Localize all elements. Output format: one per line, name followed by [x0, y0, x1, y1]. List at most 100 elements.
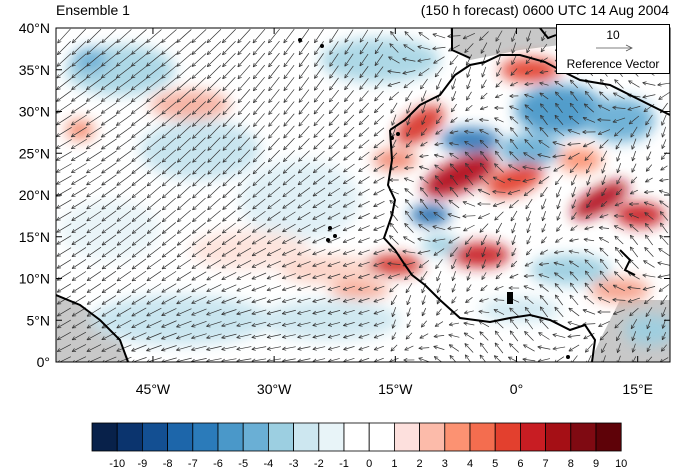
wind-vector — [464, 174, 474, 186]
wind-vector — [268, 101, 280, 115]
colorbar-label: 6 — [517, 458, 523, 470]
wind-vector — [131, 41, 147, 55]
wind-vector — [207, 125, 221, 139]
wind-vector — [192, 210, 206, 222]
wind-vector — [359, 41, 369, 55]
colorbar-swatch — [520, 422, 547, 452]
wind-vector — [359, 78, 369, 90]
wind-vector — [494, 163, 504, 173]
wind-vector — [237, 52, 251, 68]
wind-vector — [421, 90, 427, 102]
wind-vector — [390, 102, 398, 114]
wind-vector — [298, 65, 310, 79]
wind-vector — [71, 175, 87, 185]
wind-vector — [252, 161, 266, 175]
wind-vector — [253, 113, 265, 127]
wind-vector — [131, 162, 147, 175]
wind-vector — [313, 126, 325, 138]
wind-vector — [388, 56, 400, 64]
wind-vector — [85, 102, 102, 114]
wind-vector — [191, 29, 207, 43]
colorbar-swatch — [545, 422, 572, 452]
wind-vector — [494, 105, 504, 111]
wind-vector — [358, 164, 370, 173]
wind-vector — [116, 29, 132, 43]
wind-vector — [237, 137, 251, 151]
wind-vector — [161, 137, 177, 151]
wind-vector — [101, 150, 117, 162]
wind-vector — [57, 28, 71, 44]
wind-vector — [56, 151, 72, 161]
wind-vector — [417, 45, 431, 50]
colorbar-swatch — [293, 422, 320, 452]
wind-vector — [222, 28, 236, 44]
wind-vector — [525, 126, 533, 138]
wind-vector — [420, 78, 428, 90]
wind-vector — [192, 185, 206, 199]
wind-vector — [222, 149, 236, 163]
wind-vector — [465, 162, 473, 174]
wind-vector — [567, 142, 581, 147]
wind-vector — [464, 43, 474, 53]
wind-vector — [192, 173, 206, 187]
wind-vector — [435, 186, 443, 198]
wind-vector — [628, 80, 640, 88]
wind-vector — [131, 150, 147, 163]
wind-vector — [642, 94, 656, 99]
wind-vector — [297, 187, 311, 197]
wind-vector — [131, 198, 147, 210]
wind-vector — [161, 113, 177, 127]
wind-vector — [344, 29, 354, 43]
wind-vector — [479, 129, 489, 135]
wind-vector — [253, 125, 265, 139]
wind-vector — [116, 162, 132, 174]
wind-vector — [207, 89, 221, 103]
wind-vector — [434, 164, 444, 172]
wind-vector — [435, 129, 443, 135]
wind-vector — [207, 77, 221, 91]
wind-vector — [586, 187, 592, 197]
wind-vector — [568, 115, 580, 125]
wind-vector — [343, 139, 355, 149]
wind-vector — [176, 53, 192, 67]
wind-vector — [192, 149, 206, 163]
wind-vector — [71, 211, 87, 221]
wind-vector — [101, 186, 117, 198]
wind-vector — [86, 53, 102, 67]
wind-vector — [313, 113, 325, 127]
wind-vector — [252, 52, 266, 68]
wind-vector — [314, 53, 324, 67]
wind-vector — [146, 137, 162, 151]
wind-vector — [449, 130, 459, 135]
wind-vector — [101, 29, 117, 44]
wind-vector — [192, 125, 206, 139]
wind-vector — [481, 66, 487, 78]
wind-vector — [222, 77, 236, 92]
wind-vector — [283, 52, 295, 68]
wind-vector — [418, 68, 430, 76]
wind-vector — [207, 173, 221, 187]
wind-vector — [524, 139, 534, 149]
wind-vector — [405, 90, 413, 102]
wind-vector — [207, 113, 221, 127]
forecast-time-title: (150 h forecast) 0600 UTC 14 Aug 2004 — [420, 2, 669, 18]
wind-vector — [267, 198, 281, 210]
wind-vector — [645, 114, 653, 126]
wind-vector — [479, 31, 489, 41]
wind-vector — [283, 40, 295, 56]
wind-vector — [101, 162, 117, 174]
wind-vector — [373, 176, 385, 184]
wind-vector — [358, 200, 370, 208]
wind-vector — [496, 67, 502, 77]
wind-vector — [252, 186, 266, 198]
wind-vector — [327, 200, 341, 208]
wind-vector — [267, 149, 280, 163]
wind-vector — [176, 101, 192, 115]
colorbar-swatch — [469, 422, 496, 452]
wind-vector — [71, 41, 87, 55]
wind-vector — [358, 114, 370, 126]
wind-vector — [597, 129, 611, 136]
wind-vector — [525, 198, 533, 210]
wind-vector — [359, 90, 369, 102]
wind-vector — [510, 81, 518, 87]
